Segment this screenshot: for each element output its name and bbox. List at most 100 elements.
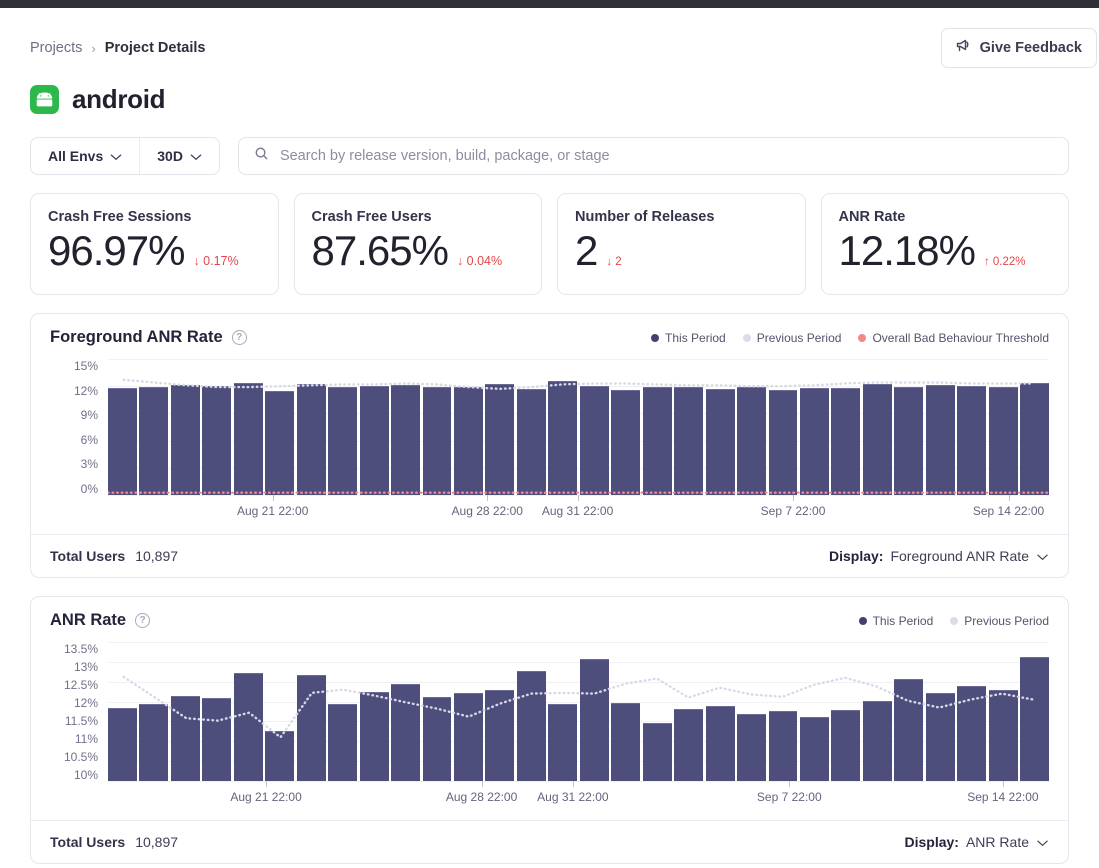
chart-bar[interactable]	[1020, 657, 1050, 781]
bar-series	[108, 359, 1050, 495]
stat-label: Crash Free Users	[311, 209, 432, 225]
chart-bar[interactable]	[391, 683, 421, 781]
chart-bar[interactable]	[957, 386, 987, 495]
x-axis-tick: Aug 28 22:00	[451, 504, 523, 518]
chart-bar[interactable]	[1020, 382, 1050, 495]
x-axis-labels: Aug 21 22:00 Aug 28 22:00 Aug 31 22:00 Sep …	[108, 781, 1049, 812]
chart-bar[interactable]	[139, 703, 169, 781]
chart-bar[interactable]	[737, 387, 767, 495]
search-input[interactable]	[279, 148, 1053, 164]
stat-card-number-of-releases: Number of Releases 2 ↓ 2	[557, 193, 806, 295]
chart-bar[interactable]	[170, 385, 200, 495]
chart-bar[interactable]	[328, 704, 358, 781]
legend-item[interactable]: Overall Bad Behaviour Threshold	[858, 331, 1049, 345]
chart-bar[interactable]	[422, 387, 452, 495]
chart-bar[interactable]	[485, 384, 515, 495]
chart-bar[interactable]	[233, 382, 263, 495]
chart-bar[interactable]	[202, 698, 232, 781]
question-mark-icon[interactable]: ?	[135, 613, 151, 628]
chart-bar[interactable]	[265, 730, 295, 781]
chart-bar[interactable]	[768, 389, 798, 495]
x-axis-tick: Aug 21 22:00	[236, 504, 309, 518]
chart-bar[interactable]	[359, 692, 389, 781]
chart-bar[interactable]	[108, 388, 137, 495]
chart-bar[interactable]	[170, 695, 200, 781]
chart-bar[interactable]	[108, 707, 137, 781]
date-range-dropdown[interactable]: 30D	[139, 138, 219, 174]
legend-item[interactable]: This Period	[651, 331, 726, 345]
chart-bar[interactable]	[485, 690, 515, 781]
chevron-down-icon	[190, 148, 202, 164]
x-axis-tick: Aug 28 22:00	[445, 790, 518, 804]
chart-bar[interactable]	[768, 710, 798, 781]
breadcrumb-separator-icon: ›	[91, 40, 96, 56]
y-axis-tick: 11.5%	[64, 714, 98, 728]
chart-bar[interactable]	[359, 386, 389, 495]
display-selector[interactable]: Display: ANR Rate	[905, 834, 1050, 850]
give-feedback-button[interactable]: Give Feedback	[940, 28, 1097, 68]
chart-bar[interactable]	[548, 380, 578, 495]
chart-bar[interactable]	[925, 692, 955, 781]
chart-bar[interactable]	[988, 387, 1018, 495]
chart-bar[interactable]	[611, 702, 641, 781]
y-axis-labels: 15% 12% 9% 6% 3% 0%	[50, 359, 108, 496]
chart-bar[interactable]	[391, 385, 421, 495]
chart-bar[interactable]	[579, 659, 609, 781]
chart-bar[interactable]	[611, 389, 641, 495]
y-axis-tick: 0%	[80, 481, 98, 496]
display-value: Foreground ANR Rate	[890, 548, 1029, 564]
x-axis-tick-mark	[487, 495, 489, 501]
gridline	[108, 661, 1049, 663]
megaphone-icon	[955, 38, 971, 58]
chart-bar[interactable]	[705, 388, 735, 495]
chart-bar[interactable]	[988, 690, 1018, 781]
breadcrumb-projects-link[interactable]: Projects	[30, 40, 83, 56]
chart-bar[interactable]	[516, 388, 546, 495]
chart-bar[interactable]	[265, 390, 295, 495]
chart-bar[interactable]	[453, 692, 483, 781]
chart-bar[interactable]	[674, 708, 704, 781]
chart-bar[interactable]	[548, 704, 578, 781]
chart-bar[interactable]	[579, 386, 609, 495]
chart-bar[interactable]	[296, 384, 326, 495]
chart-bar[interactable]	[737, 714, 767, 781]
chart-bar[interactable]	[328, 387, 358, 495]
legend-item[interactable]: Previous Period	[742, 331, 841, 345]
chart-bar[interactable]	[799, 716, 829, 781]
chart-bar[interactable]	[862, 384, 892, 495]
chart-bar[interactable]	[296, 674, 326, 781]
chart-bar[interactable]	[422, 696, 452, 781]
chart-bar[interactable]	[894, 387, 924, 495]
env-filter-dropdown[interactable]: All Envs	[31, 138, 139, 174]
chart-bar[interactable]	[957, 686, 987, 781]
chart-bar[interactable]	[894, 678, 924, 781]
chart-bar[interactable]	[862, 700, 892, 781]
question-mark-icon[interactable]: ?	[231, 330, 247, 345]
legend-item[interactable]: This Period	[858, 613, 934, 628]
chart-bar[interactable]	[831, 710, 861, 781]
chart-bar[interactable]	[516, 670, 546, 781]
chart-bar[interactable]	[202, 386, 232, 495]
y-axis-tick: 3%	[80, 457, 98, 472]
gridline	[108, 781, 1049, 782]
chart-bar[interactable]	[674, 387, 704, 495]
chart-legend: This Period Previous Period	[858, 613, 1049, 628]
chart-bar[interactable]	[642, 387, 672, 495]
chart-bar[interactable]	[453, 387, 483, 495]
filter-row: All Envs 30D	[0, 115, 1099, 175]
chart-bar[interactable]	[705, 706, 735, 781]
chart-bar[interactable]	[831, 388, 861, 495]
search-box[interactable]	[237, 137, 1069, 175]
gridline	[108, 642, 1049, 643]
chart-bar[interactable]	[799, 388, 829, 495]
chart-bar[interactable]	[233, 672, 263, 781]
chart-bar[interactable]	[925, 385, 955, 495]
y-axis-tick: 10.5%	[63, 750, 98, 764]
display-selector[interactable]: Display: Foreground ANR Rate	[829, 548, 1049, 564]
chart-bar[interactable]	[139, 387, 169, 495]
legend-label: This Period	[872, 613, 934, 628]
legend-item[interactable]: Previous Period	[950, 614, 1049, 628]
chart-bar[interactable]	[642, 723, 672, 781]
filter-segmented-group: All Envs 30D	[30, 137, 220, 175]
y-axis-tick: 12.5%	[63, 678, 98, 692]
